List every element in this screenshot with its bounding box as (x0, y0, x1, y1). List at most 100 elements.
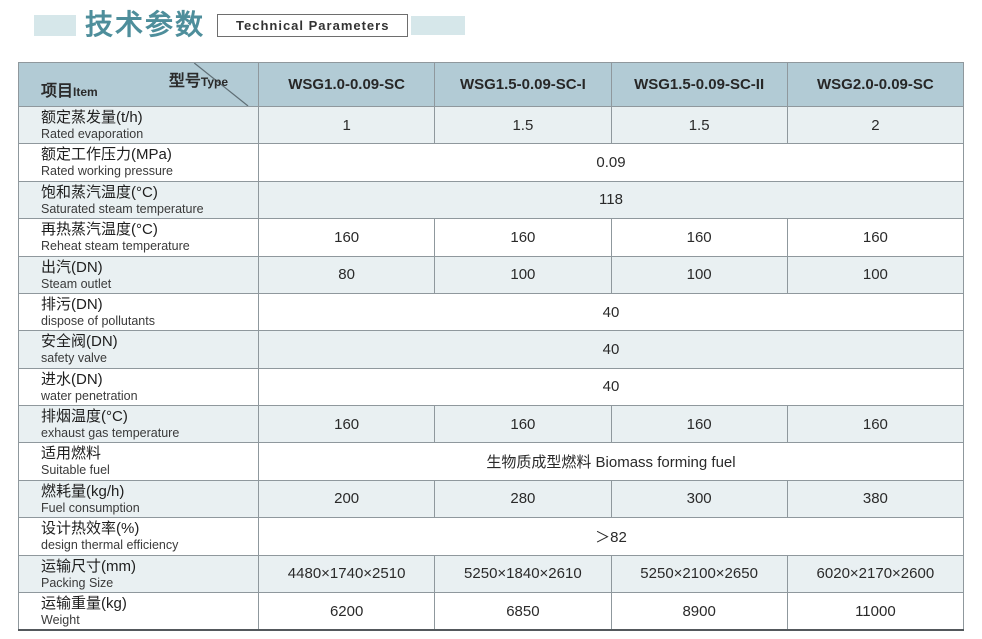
cell-value: 100 (434, 255, 612, 294)
cell-value-merged: 40 (258, 330, 964, 369)
diagonal-divider (193, 63, 249, 106)
row-label-en: Rated evaporation (41, 127, 144, 141)
cell-value: 80 (257, 255, 436, 294)
cell-value: 160 (786, 404, 965, 444)
row-label: 排烟温度(°C) exhaust gas temperature (18, 404, 259, 444)
row-label-zh: 再热蒸汽温度(°C) (41, 221, 158, 239)
corner-type-label: 型号Type (169, 67, 228, 91)
corner-item-zh: 项目 (41, 83, 74, 100)
cell-value: 380 (786, 479, 965, 519)
row-label-zh: 排烟温度(°C) (41, 408, 128, 425)
cell-value: 100 (786, 255, 965, 294)
table-row-rated-evaporation: 额定蒸发量(t/h) Rated evaporation 1 1.5 1.5 2 (18, 105, 965, 145)
cell-value: 160 (610, 218, 788, 257)
cell-value: 4480×1740×2510 (257, 554, 436, 593)
cell-value: 2 (786, 105, 965, 145)
row-label: 额定蒸发量(t/h) Rated evaporation (18, 105, 259, 145)
page-title: 技术参数 (85, 9, 206, 40)
cell-value-merged: 0.09 (258, 143, 964, 182)
row-label-en: Suitable fuel (41, 463, 110, 478)
cell-value: 5250×1840×2610 (434, 554, 612, 593)
table-row-reheat-steam-temperature: 再热蒸汽温度(°C) Reheat steam temperature 160 … (18, 218, 965, 257)
column-header-model-4: WSG2.0-0.09-SC (786, 62, 965, 107)
row-label-en: safety valve (41, 351, 108, 366)
corner-item-label: 项目Item (41, 77, 98, 101)
row-label: 饱和蒸汽温度(°C) Saturated steam temperature (18, 180, 259, 220)
table-row-weight: 运输重量(kg) Weight 6200 6850 8900 11000 (18, 591, 965, 631)
row-label-en: exhaust gas temperature (41, 426, 180, 440)
row-label-en: Packing Size (41, 575, 114, 590)
cell-value: 300 (610, 479, 788, 519)
table-row-saturated-steam-temperature: 饱和蒸汽温度(°C) Saturated steam temperature 1… (18, 180, 964, 220)
cell-value-merged: 40 (258, 292, 964, 332)
row-label-zh: 排污(DN) (41, 295, 103, 313)
page-subtitle: Technical Parameters (217, 13, 409, 37)
row-label: 再热蒸汽温度(°C) Reheat steam temperature (18, 218, 259, 257)
cell-value-merged: 118 (258, 180, 964, 220)
table-row-rated-working-pressure: 额定工作压力(MPa) Rated working pressure 0.09 (18, 143, 964, 182)
row-label: 运输尺寸(mm) Packing Size (18, 554, 259, 593)
header-row: 型号Type 项目Item WSG1.0-0.09-SC WSG1.5-0.09… (18, 62, 965, 107)
row-label-zh: 设计热效率(%) (41, 520, 140, 538)
cell-value: 200 (257, 479, 436, 519)
cell-value: 160 (610, 404, 788, 444)
cell-value: 100 (610, 255, 788, 294)
table-row-dispose-of-pollutants: 排污(DN) dispose of pollutants 40 (18, 292, 964, 332)
row-label-en: Saturated steam temperature (41, 201, 204, 216)
table-row-packing-size: 运输尺寸(mm) Packing Size 4480×1740×2510 525… (18, 554, 965, 593)
cell-value-merged: ＞82 (258, 517, 964, 556)
row-label-zh: 饱和蒸汽温度(°C) (41, 183, 158, 201)
table-row-suitable-fuel: 适用燃料 Suitable fuel 生物质成型燃料 Biomass formi… (18, 442, 964, 481)
row-label: 出汽(DN) Steam outlet (18, 255, 259, 294)
column-header-model-1: WSG1.0-0.09-SC (257, 62, 436, 107)
row-label-zh: 运输尺寸(mm) (41, 557, 136, 575)
table-row-steam-outlet: 出汽(DN) Steam outlet 80 100 100 100 (18, 255, 965, 294)
row-label: 排污(DN) dispose of pollutants (18, 292, 259, 332)
row-label-zh: 燃耗量(kg/h) (41, 482, 125, 500)
row-label: 进水(DN) water penetration (18, 367, 259, 407)
cell-value: 1.5 (610, 105, 788, 145)
row-label-zh: 适用燃料 (41, 445, 102, 463)
row-label: 适用燃料 Suitable fuel (18, 442, 259, 481)
table-row-fuel-consumption: 燃耗量(kg/h) Fuel consumption 200 280 300 3… (18, 479, 965, 519)
table-row-water-penetration: 进水(DN) water penetration 40 (18, 367, 964, 407)
table-row-exhaust-gas-temperature: 排烟温度(°C) exhaust gas temperature 160 160… (18, 404, 965, 444)
row-label-en: design thermal efficiency (41, 538, 179, 553)
corner-header-cell: 型号Type 项目Item (18, 62, 259, 107)
page-header: 技术参数 Technical Parameters (34, 8, 466, 42)
corner-item-en: Item (73, 85, 98, 99)
row-label-zh: 进水(DN) (41, 370, 103, 388)
corner-type-en: Type (200, 75, 228, 89)
cell-value: 6020×2170×2600 (786, 554, 965, 593)
cell-value: 1.5 (434, 105, 612, 145)
cell-value-merged: 40 (258, 367, 964, 407)
decor-strip-left (34, 14, 76, 36)
cell-value: 280 (434, 479, 612, 519)
technical-parameters-table: 型号Type 项目Item WSG1.0-0.09-SC WSG1.5-0.09… (18, 62, 965, 632)
row-label-en: Rated working pressure (41, 164, 174, 179)
row-label-zh: 出汽(DN) (41, 258, 103, 276)
cell-value: 6200 (257, 591, 436, 631)
row-label-en: water penetration (41, 388, 138, 403)
row-label-en: dispose of pollutants (41, 313, 155, 328)
cell-value: 5250×2100×2650 (610, 554, 788, 593)
row-label-zh: 运输重量(kg) (41, 594, 127, 612)
decor-strip-right (411, 15, 466, 35)
table-row-design-thermal-efficiency: 设计热效率(%) design thermal efficiency ＞82 (18, 517, 964, 556)
table-row-safety-valve: 安全阀(DN) safety valve 40 (18, 330, 964, 369)
row-label-en: Fuel consumption (41, 500, 140, 515)
row-label-en: Reheat steam temperature (41, 239, 190, 254)
cell-value: 160 (257, 218, 436, 257)
cell-value: 6850 (434, 591, 612, 631)
column-header-model-2: WSG1.5-0.09-SC-I (434, 62, 612, 107)
row-label-zh: 安全阀(DN) (41, 333, 118, 351)
cell-value: 1 (257, 105, 436, 145)
row-label-zh: 额定蒸发量(t/h) (41, 109, 143, 126)
cell-value: 11000 (786, 591, 965, 631)
cell-value: 160 (434, 404, 612, 444)
cell-value-merged: 生物质成型燃料 Biomass forming fuel (258, 442, 964, 481)
row-label: 安全阀(DN) safety valve (18, 330, 259, 369)
row-label: 额定工作压力(MPa) Rated working pressure (18, 143, 259, 182)
row-label: 燃耗量(kg/h) Fuel consumption (18, 479, 259, 519)
column-header-model-3: WSG1.5-0.09-SC-II (610, 62, 788, 107)
